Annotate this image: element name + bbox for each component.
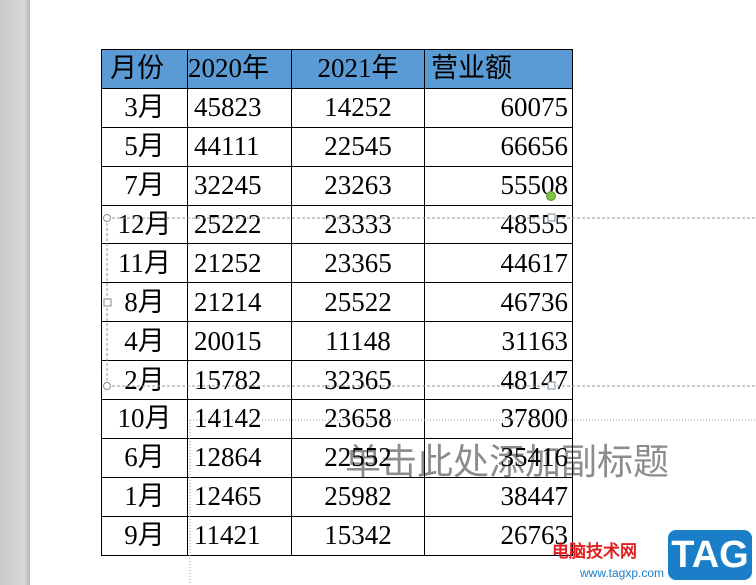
table-cell[interactable]: 23365 — [291, 243, 425, 284]
table-cell[interactable]: 48555 — [424, 204, 573, 245]
table-cell[interactable]: 45823 — [187, 87, 292, 128]
table-cell[interactable]: 12864 — [187, 437, 292, 478]
table-cell[interactable]: 8月 — [101, 282, 188, 323]
header-row: 月份 2020年 2021年 营业额 — [101, 49, 573, 89]
table-row: 9月 11421 15342 26763 — [101, 515, 573, 556]
table-cell[interactable]: 26763 — [424, 515, 573, 556]
table-row: 7月 32245 23263 55508 — [101, 165, 573, 206]
table-cell[interactable]: 55508 — [424, 165, 573, 206]
table-cell[interactable]: 20015 — [187, 321, 292, 362]
table-cell[interactable]: 32365 — [291, 360, 425, 401]
table-cell[interactable]: 14142 — [187, 399, 292, 439]
table-row: 12月 25222 23333 48555 — [101, 204, 573, 245]
table-cell[interactable]: 23333 — [291, 204, 425, 245]
table-cell[interactable]: 21214 — [187, 282, 292, 323]
watermark-site: 电脑技术网 — [552, 542, 637, 562]
table-cell[interactable]: 12465 — [187, 476, 292, 517]
table-cell[interactable]: 7月 — [101, 165, 188, 206]
table-row: 6月 12864 22552 35416 — [101, 437, 573, 478]
table-cell[interactable]: 14252 — [291, 87, 425, 128]
table-cell[interactable]: 9月 — [101, 515, 188, 556]
table-row: 4月 20015 11148 31163 — [101, 321, 573, 362]
table-cell[interactable]: 11月 — [101, 243, 188, 284]
table-cell[interactable]: 15342 — [291, 515, 425, 556]
table-cell[interactable]: 31163 — [424, 321, 573, 362]
table-cell[interactable]: 48147 — [424, 360, 573, 401]
table-cell[interactable]: 35416 — [424, 437, 573, 478]
table-cell[interactable]: 1月 — [101, 476, 188, 517]
table-cell[interactable]: 12月 — [101, 204, 188, 245]
table-cell[interactable]: 10月 — [101, 399, 188, 439]
watermark-logo: TAG — [668, 530, 752, 580]
table-row: 2月 15782 32365 48147 — [101, 360, 573, 401]
table-cell[interactable]: 5月 — [101, 126, 188, 167]
thumbnail-pane-edge — [0, 0, 30, 585]
header-cell[interactable]: 月份 — [101, 49, 188, 89]
table-cell[interactable]: 23263 — [291, 165, 425, 206]
table-cell[interactable]: 25522 — [291, 282, 425, 323]
table-cell[interactable]: 21252 — [187, 243, 292, 284]
table-cell[interactable]: 4月 — [101, 321, 188, 362]
table-cell[interactable]: 66656 — [424, 126, 573, 167]
table-cell[interactable]: 22552 — [291, 437, 425, 478]
table-row: 1月 12465 25982 38447 — [101, 476, 573, 517]
watermark-url: www.tagxp.com — [580, 566, 665, 580]
table-cell[interactable]: 11148 — [291, 321, 425, 362]
table-cell[interactable]: 32245 — [187, 165, 292, 206]
table-cell[interactable]: 25222 — [187, 204, 292, 245]
table-cell[interactable]: 3月 — [101, 87, 188, 128]
table-cell[interactable]: 38447 — [424, 476, 573, 517]
table-cell[interactable]: 11421 — [187, 515, 292, 556]
table-row: 5月 44111 22545 66656 — [101, 126, 573, 167]
header-cell[interactable]: 2020年 — [187, 49, 292, 89]
table-cell[interactable]: 44111 — [187, 126, 292, 167]
data-table[interactable]: 月份 2020年 2021年 营业额 3月 45823 14252 60075 5月 44111 2… — [101, 49, 573, 556]
table-cell[interactable]: 22545 — [291, 126, 425, 167]
